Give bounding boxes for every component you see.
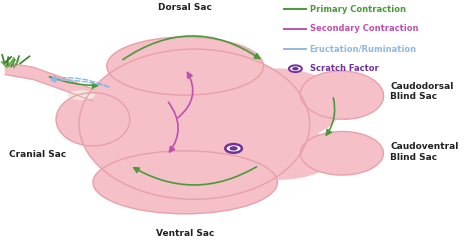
Text: Caudodorsal
Blind Sac: Caudodorsal Blind Sac (391, 82, 454, 101)
Ellipse shape (218, 127, 337, 180)
Ellipse shape (68, 90, 95, 100)
Circle shape (229, 146, 238, 151)
Circle shape (289, 65, 302, 72)
FancyArrowPatch shape (51, 76, 109, 87)
Ellipse shape (301, 131, 383, 175)
Ellipse shape (79, 49, 310, 199)
Text: Ventral Sac: Ventral Sac (156, 229, 214, 238)
Circle shape (292, 67, 299, 70)
Polygon shape (5, 62, 93, 101)
Text: Dorsal Sac: Dorsal Sac (158, 2, 212, 12)
Ellipse shape (56, 93, 130, 146)
Text: Cranial Sac: Cranial Sac (9, 150, 66, 159)
Circle shape (225, 144, 242, 153)
Ellipse shape (107, 37, 264, 95)
Text: Primary Contraction: Primary Contraction (310, 5, 406, 14)
Text: Eructation/Rumination: Eructation/Rumination (310, 44, 417, 53)
Text: Secondary Contraction: Secondary Contraction (310, 25, 418, 33)
Text: Scratch Factor: Scratch Factor (310, 64, 378, 73)
Text: Caudoventral
Blind Sac: Caudoventral Blind Sac (391, 142, 459, 162)
Ellipse shape (301, 71, 383, 119)
Ellipse shape (93, 151, 277, 214)
Ellipse shape (213, 68, 342, 141)
